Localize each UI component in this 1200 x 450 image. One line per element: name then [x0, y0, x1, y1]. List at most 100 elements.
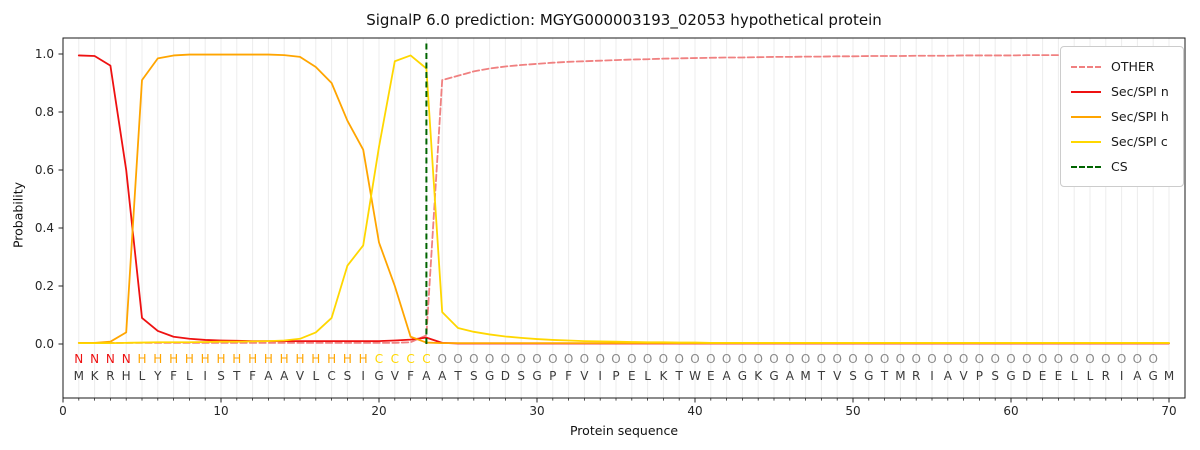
region-letter: O — [1148, 352, 1157, 366]
region-letter: C — [406, 352, 414, 366]
amino-acid-letter: T — [817, 369, 826, 383]
legend-line-sample — [1071, 115, 1101, 118]
x-tick-label: 10 — [213, 404, 228, 418]
region-letter: O — [722, 352, 731, 366]
region-letter: O — [627, 352, 636, 366]
series-sec-spi-h — [77, 53, 1170, 345]
amino-acid-letter: C — [327, 369, 335, 383]
region-letter: O — [643, 352, 652, 366]
y-tick-label: 0.2 — [35, 279, 54, 293]
x-tick-label: 70 — [1161, 404, 1176, 418]
amino-acid-letter: V — [833, 369, 842, 383]
region-letter: O — [911, 352, 920, 366]
amino-acid-letter: L — [186, 369, 193, 383]
region-letter: O — [943, 352, 952, 366]
amino-acid-letter: I — [930, 369, 934, 383]
amino-acid-letter: H — [122, 369, 131, 383]
legend-label: Sec/SPI c — [1111, 134, 1168, 149]
amino-acid-letter: G — [532, 369, 541, 383]
region-letter: O — [990, 352, 999, 366]
amino-acid-letter: F — [170, 369, 177, 383]
amino-acid-letter: V — [296, 369, 305, 383]
region-letter: H — [169, 352, 178, 366]
region-letter: O — [437, 352, 446, 366]
amino-acid-letter: I — [1120, 369, 1124, 383]
amino-acid-letter: E — [707, 369, 715, 383]
region-letter: O — [832, 352, 841, 366]
amino-acid-letter: W — [689, 369, 701, 383]
amino-acid-letter: P — [976, 369, 983, 383]
region-letter: C — [391, 352, 399, 366]
amino-acid-letter: A — [786, 369, 795, 383]
amino-acid-letter: I — [203, 369, 207, 383]
series-sec-spi-c — [77, 54, 1170, 345]
region-letter: O — [548, 352, 557, 366]
amino-acid-letter: P — [549, 369, 556, 383]
amino-acid-letter: S — [517, 369, 525, 383]
x-tick-label: 60 — [1003, 404, 1018, 418]
amino-acid-letter: E — [1039, 369, 1047, 383]
amino-acid-letter: G — [485, 369, 494, 383]
region-letter: O — [1117, 352, 1126, 366]
amino-acid-letter: R — [106, 369, 114, 383]
amino-acid-letter: V — [959, 369, 968, 383]
region-letter: O — [738, 352, 747, 366]
amino-acid-letter: G — [769, 369, 778, 383]
series-sec-spi-n — [77, 54, 1170, 345]
legend-item-sec-spi-c: Sec/SPI c — [1071, 129, 1169, 154]
amino-acid-letter: T — [232, 369, 241, 383]
region-letter: H — [153, 352, 162, 366]
region-letter: O — [959, 352, 968, 366]
chart-title: SignalP 6.0 prediction: MGYG000003193_02… — [366, 11, 882, 29]
region-letter: N — [106, 352, 115, 366]
legend-line-sample — [1071, 165, 1101, 168]
region-letter: O — [753, 352, 762, 366]
region-letter: O — [690, 352, 699, 366]
amino-acid-letter: T — [880, 369, 889, 383]
legend-item-sec-spi-h: Sec/SPI h — [1071, 104, 1169, 129]
amino-acid-letter: S — [470, 369, 478, 383]
region-letter: H — [248, 352, 257, 366]
region-letter: H — [264, 352, 273, 366]
region-letter: O — [453, 352, 462, 366]
x-tick-label: 20 — [371, 404, 386, 418]
amino-acid-letter: D — [501, 369, 510, 383]
legend-line-sample — [1071, 140, 1101, 143]
amino-acid-letter: A — [1133, 369, 1142, 383]
amino-acid-letter: S — [344, 369, 352, 383]
region-letter: C — [375, 352, 383, 366]
region-letter: O — [611, 352, 620, 366]
x-tick-label: 0 — [59, 404, 67, 418]
amino-acid-letter: A — [722, 369, 731, 383]
region-letter: O — [927, 352, 936, 366]
y-tick-label: 1.0 — [35, 47, 54, 61]
y-tick-label: 0.4 — [35, 221, 54, 235]
amino-acid-letter: L — [139, 369, 146, 383]
region-letter: H — [201, 352, 210, 366]
region-letter: O — [896, 352, 905, 366]
region-letter: O — [801, 352, 810, 366]
amino-acid-letter: M — [895, 369, 905, 383]
region-letter: O — [1085, 352, 1094, 366]
amino-acid-letter: A — [944, 369, 953, 383]
region-letter: O — [1101, 352, 1110, 366]
amino-acid-letter: K — [754, 369, 763, 383]
legend-label: Sec/SPI n — [1111, 84, 1169, 99]
amino-acid-letter: K — [659, 369, 668, 383]
region-letter: O — [485, 352, 494, 366]
amino-acid-letter: V — [391, 369, 400, 383]
region-letter: H — [311, 352, 320, 366]
legend-label: CS — [1111, 159, 1128, 174]
amino-acid-letter: V — [580, 369, 589, 383]
amino-acid-letter: I — [361, 369, 365, 383]
amino-acid-letter: F — [565, 369, 572, 383]
region-letter: H — [137, 352, 146, 366]
region-letter: H — [280, 352, 289, 366]
amino-acid-letter: A — [422, 369, 431, 383]
region-letter: O — [1022, 352, 1031, 366]
amino-acid-letter: M — [1164, 369, 1174, 383]
amino-acid-letter: R — [1102, 369, 1110, 383]
region-letter: H — [327, 352, 336, 366]
